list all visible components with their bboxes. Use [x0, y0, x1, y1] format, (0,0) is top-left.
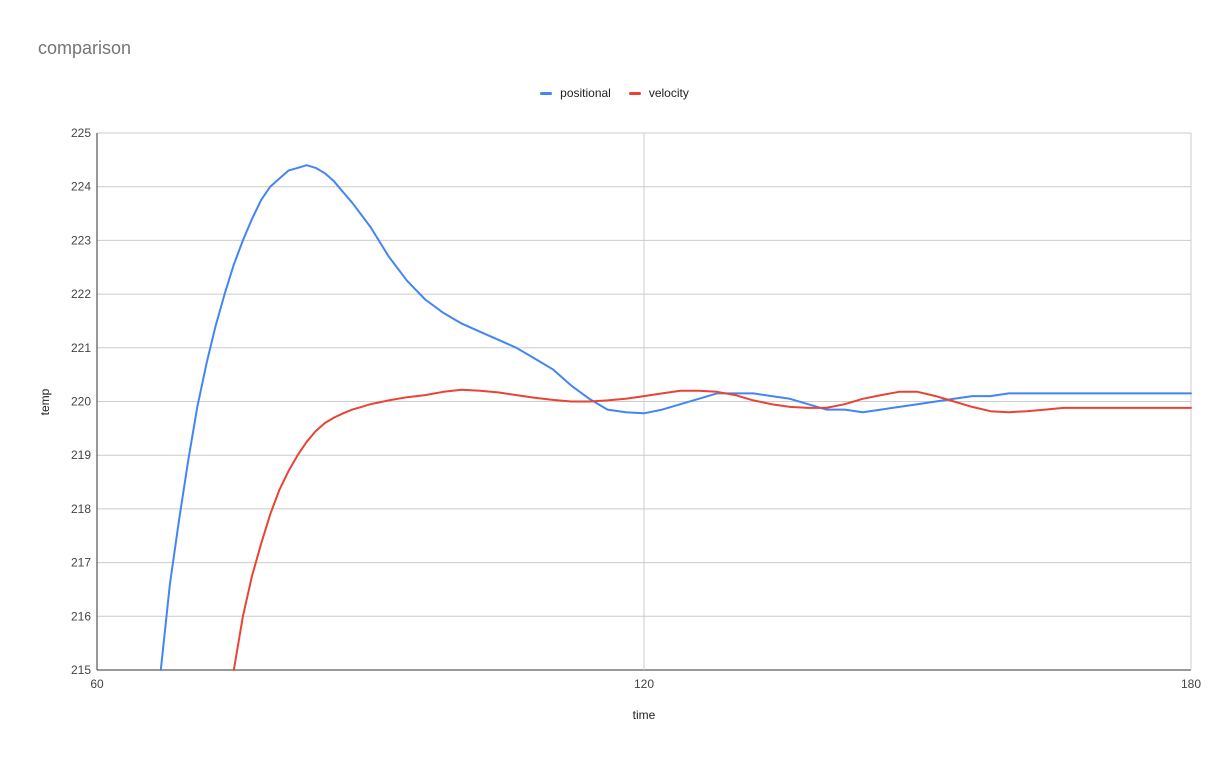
y-tick-label: 221: [71, 341, 91, 355]
y-tick-label: 218: [71, 502, 91, 516]
x-axis-label: time: [633, 708, 656, 722]
y-tick-label: 219: [71, 448, 91, 462]
legend-swatch-velocity: [628, 91, 641, 95]
tick-labels: 215 216 217 218 219 220 221 222 223 224 225 60 120 18…: [71, 126, 1201, 691]
x-tick-label: 120: [634, 677, 654, 691]
y-tick-label: 217: [71, 556, 91, 570]
legend-label-velocity: velocity: [648, 86, 689, 100]
y-tick-label: 215: [71, 663, 91, 677]
y-tick-label: 222: [71, 287, 91, 301]
legend: positional velocity: [0, 86, 1229, 100]
series-line-positional[interactable]: [159, 164, 1192, 671]
legend-item-velocity[interactable]: velocity: [628, 86, 689, 100]
y-tick-label: 224: [71, 180, 91, 194]
chart-title: comparison: [38, 38, 132, 58]
x-tick-label: 60: [90, 677, 104, 691]
y-tick-label: 216: [71, 609, 91, 623]
legend-swatch-positional: [540, 91, 553, 95]
y-tick-label: 223: [71, 233, 91, 247]
y-tick-label: 225: [71, 126, 91, 140]
y-axis-label: temp: [38, 388, 52, 415]
x-tick-label: 180: [1181, 677, 1201, 691]
y-tick-label: 220: [71, 395, 91, 409]
series-line-velocity[interactable]: [232, 388, 1192, 671]
series-layer: [159, 164, 1192, 671]
legend-label-positional: positional: [560, 86, 611, 100]
legend-item-positional[interactable]: positional: [540, 86, 611, 100]
grid-lines: [96, 132, 1192, 671]
